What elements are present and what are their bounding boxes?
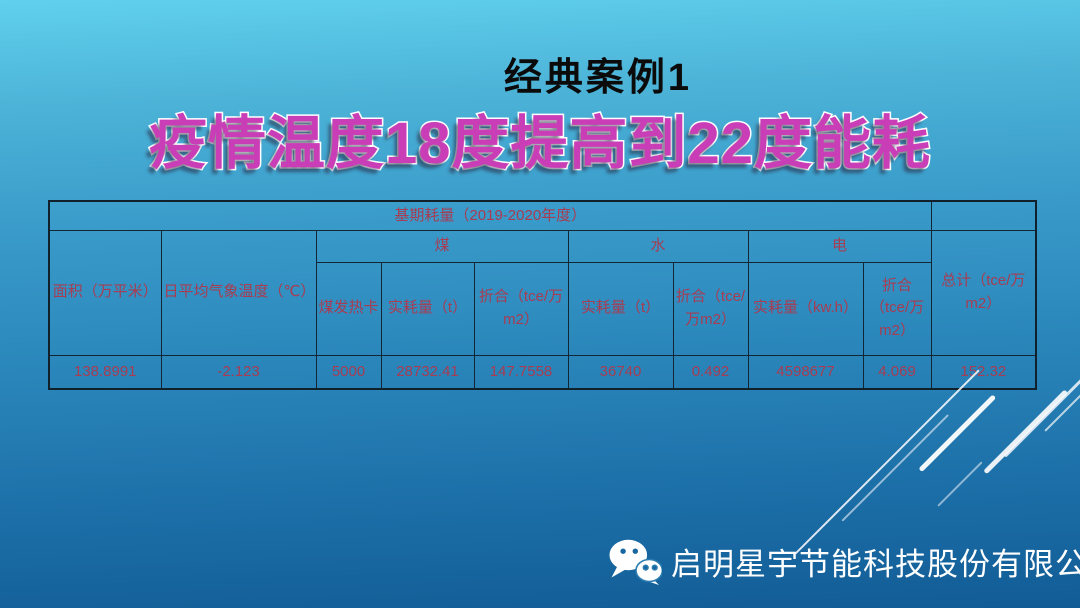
streak-line-thin [841,414,949,522]
header-avg-temp: 日平均气象温度（℃） [160,229,317,356]
group-coal: 煤 [315,229,569,263]
table-row-period: 基期耗量（2019-2020年度） [48,200,1037,231]
header-elec-use: 实耗量（kw.h） [747,261,864,356]
table-row-subheaders: 煤发热卡 实耗量（t） 折合（tce/万m2） 实耗量（t） 折合（tce/万m… [49,261,1036,356]
value-water-converted: 0.492 [672,354,749,390]
streak-line-long [794,369,980,555]
energy-consumption-table: 基期耗量（2019-2020年度） 面积（万平米） 日平均气象温度（℃） 煤 水… [48,200,1038,390]
header-coal-converted: 折合（tce/万m2） [473,261,569,356]
header-water-use: 实耗量（t） [567,261,674,356]
value-water-use: 36740 [567,354,674,390]
slide-subtitle: 疫情温度18度提高到22度能耗 [147,110,932,178]
period-header-cell: 基期耗量（2019-2020年度） [48,200,932,231]
company-name: 启明星宇节能科技股份有限公司 [671,547,1080,582]
wechat-icon [609,539,662,585]
value-elec-converted: 4.069 [862,354,932,390]
footer-branding: 启明星宇节能科技股份有限公司 [608,538,1080,585]
header-elec-converted: 折合（tce/万m2） [862,261,932,356]
group-water: 水 [567,229,749,263]
group-electricity: 电 [747,229,932,263]
value-avg-temp: -2.123 [160,354,317,390]
table-row-groups: 面积（万平米） 日平均气象温度（℃） 煤 水 电 总计（tce/万m2） [48,229,1037,356]
header-coal-calorific: 煤发热卡 [315,261,382,356]
header-total: 总计（tce/万m2） [930,229,1037,356]
header-water-converted: 折合（tce/万m2） [672,261,749,356]
header-coal-use: 实耗量（t） [380,261,475,356]
streak-line-edge-2 [1044,331,1080,432]
slide-title: 经典案例1 [503,57,693,99]
header-area: 面积（万平米） [48,229,162,356]
value-coal-calorific: 5000 [315,354,382,390]
corner-empty-cell [930,200,1037,231]
value-elec-use: 4598677 [747,354,864,390]
value-area: 138.8991 [48,354,162,390]
table-row-data: 138.8991 -2.123 5000 28732.41 147.7558 3… [48,354,1037,390]
value-coal-converted: 147.7558 [473,354,569,390]
value-total: 152.32 [930,354,1037,390]
value-coal-use: 28732.41 [380,354,475,390]
streak-line-short [937,461,983,507]
